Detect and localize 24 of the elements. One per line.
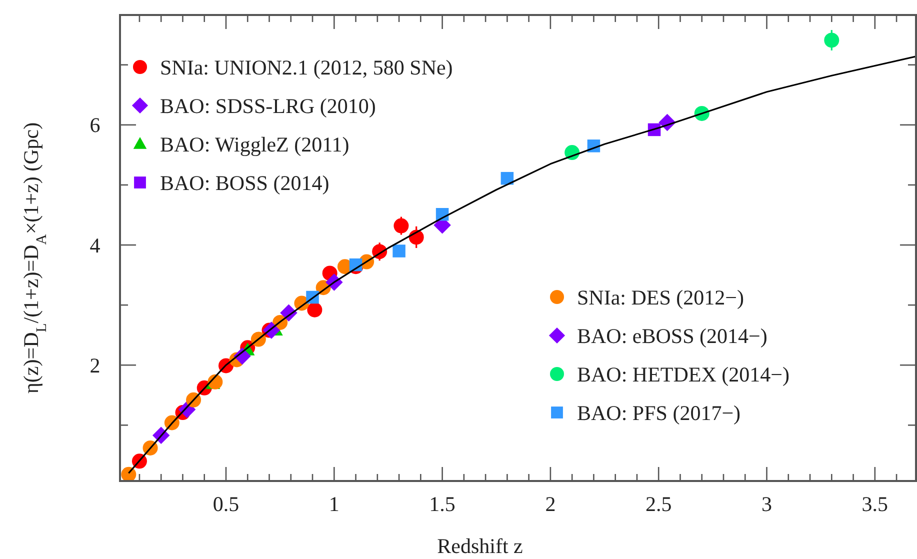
x-axis-title: Redshift z [437, 534, 523, 558]
y-tick-label: 6 [90, 113, 100, 138]
y-tick-label: 2 [90, 353, 100, 378]
x-tick-label: 3 [762, 492, 772, 516]
point [394, 218, 409, 234]
x-tick-label: 0.5 [212, 492, 240, 516]
legend-label: SNIa: UNION2.1 (2012, 580 SNe) [160, 55, 453, 80]
legend-label: SNIa: DES (2012−) [577, 285, 744, 310]
point [307, 302, 322, 318]
point [121, 466, 136, 481]
legend-label: BAO: HETDEX (2014−) [577, 362, 790, 386]
legend-label: BAO: eBOSS (2014−) [577, 324, 768, 348]
x-tick-label: 1.5 [429, 492, 456, 516]
legend-label: BAO: WiggleZ (2011) [160, 132, 350, 156]
legend-label: BAO: SDSS-LRG (2010) [160, 94, 376, 118]
point [824, 32, 840, 48]
x-tick-label: 1 [328, 492, 340, 516]
legend-label: BAO: PFS (2017−) [577, 400, 741, 425]
x-tick-label: 3.5 [862, 492, 888, 516]
x-tick-label: 2.5 [645, 492, 672, 516]
x-tick-label: 2 [545, 492, 556, 516]
y-tick-label: 4 [90, 233, 101, 258]
legend-label: BAO: BOSS (2014) [160, 170, 330, 195]
point [392, 244, 406, 258]
